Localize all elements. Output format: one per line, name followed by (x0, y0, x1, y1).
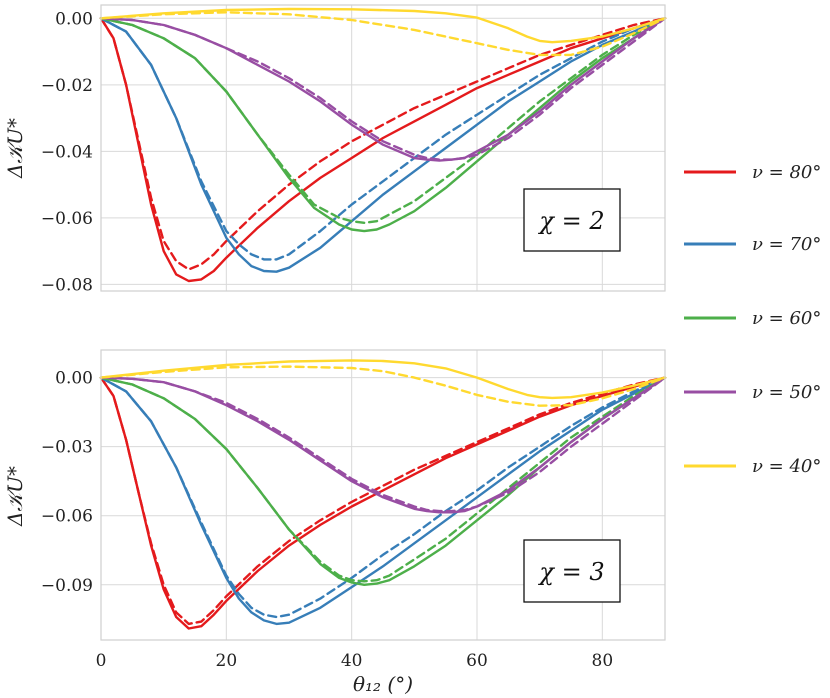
bottom-ytick-label: −0.06 (41, 507, 93, 527)
bottom-plot-frame (100, 349, 666, 641)
bottom-ytick-label: −0.09 (41, 576, 93, 596)
bottom-series-line (99, 376, 667, 513)
top-ytick-label: −0.04 (41, 142, 93, 162)
bottom-x-ticks: 0 20 40 60 80 (96, 651, 614, 671)
legend-label: ν = 60° (752, 308, 821, 329)
top-series-line (99, 17, 667, 283)
xtick-label: 80 (592, 651, 614, 671)
bottom-series-line (99, 376, 667, 514)
legend-label: ν = 40° (752, 456, 821, 477)
top-ylabel: Δ𝒦U* (3, 118, 27, 179)
bottom-series-line (99, 376, 667, 619)
bottom-series-group (99, 359, 667, 630)
top-y-ticks: 0.00 −0.02 −0.04 −0.06 −0.08 (41, 9, 93, 295)
top-series-line (99, 17, 667, 271)
top-series-line (99, 17, 667, 161)
bottom-panel: 0.00 −0.03 −0.06 −0.09 0 20 40 60 80 Δ𝒦U* θ₁₂ (… (3, 349, 667, 696)
top-ytick-label: −0.08 (41, 275, 93, 295)
bottom-chi-annotation-box (523, 539, 621, 603)
xtick-label: 60 (466, 651, 488, 671)
bottom-y-ticks: 0.00 −0.03 −0.06 −0.09 (41, 369, 93, 596)
legend-label: ν = 80° (752, 162, 821, 183)
top-series-line (99, 17, 667, 225)
xtick-label: 40 (341, 651, 363, 671)
top-series-line (99, 17, 667, 261)
top-ytick-label: −0.06 (41, 209, 93, 229)
top-chi-annotation-box (523, 188, 621, 252)
legend-label: ν = 70° (752, 234, 821, 255)
bottom-ylabel: Δ𝒦U* (3, 466, 27, 527)
xtick-label: 0 (96, 651, 107, 671)
bottom-series-line (99, 376, 667, 626)
top-plot-frame (100, 4, 666, 292)
bottom-series-line (99, 359, 667, 400)
top-series-line (99, 7, 667, 44)
bottom-series-line (99, 376, 667, 583)
bottom-ytick-label: 0.00 (55, 369, 93, 389)
xlabel: θ₁₂ (°) (353, 672, 413, 696)
bottom-chi-annotation: χ = 3 (537, 558, 604, 586)
bottom-ytick-label: −0.03 (41, 438, 93, 458)
xtick-label: 20 (216, 651, 238, 671)
top-panel: 0.00 −0.02 −0.04 −0.06 −0.08 Δ𝒦U* χ = 2 (3, 4, 667, 295)
legend: ν = 80° ν = 70° ν = 60° ν = 50° ν = 40° (684, 162, 821, 477)
top-series-group (99, 7, 667, 283)
legend-label: ν = 50° (752, 382, 821, 403)
top-series-line (99, 11, 667, 57)
bottom-series-line (99, 365, 667, 407)
top-ytick-label: −0.02 (41, 76, 93, 96)
top-chi-annotation: χ = 2 (537, 207, 604, 235)
top-ytick-label: 0.00 (55, 9, 93, 29)
